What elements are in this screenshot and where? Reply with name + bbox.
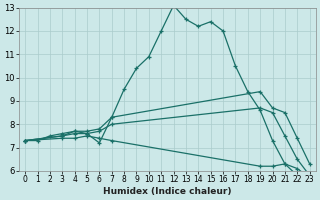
X-axis label: Humidex (Indice chaleur): Humidex (Indice chaleur) <box>103 187 232 196</box>
